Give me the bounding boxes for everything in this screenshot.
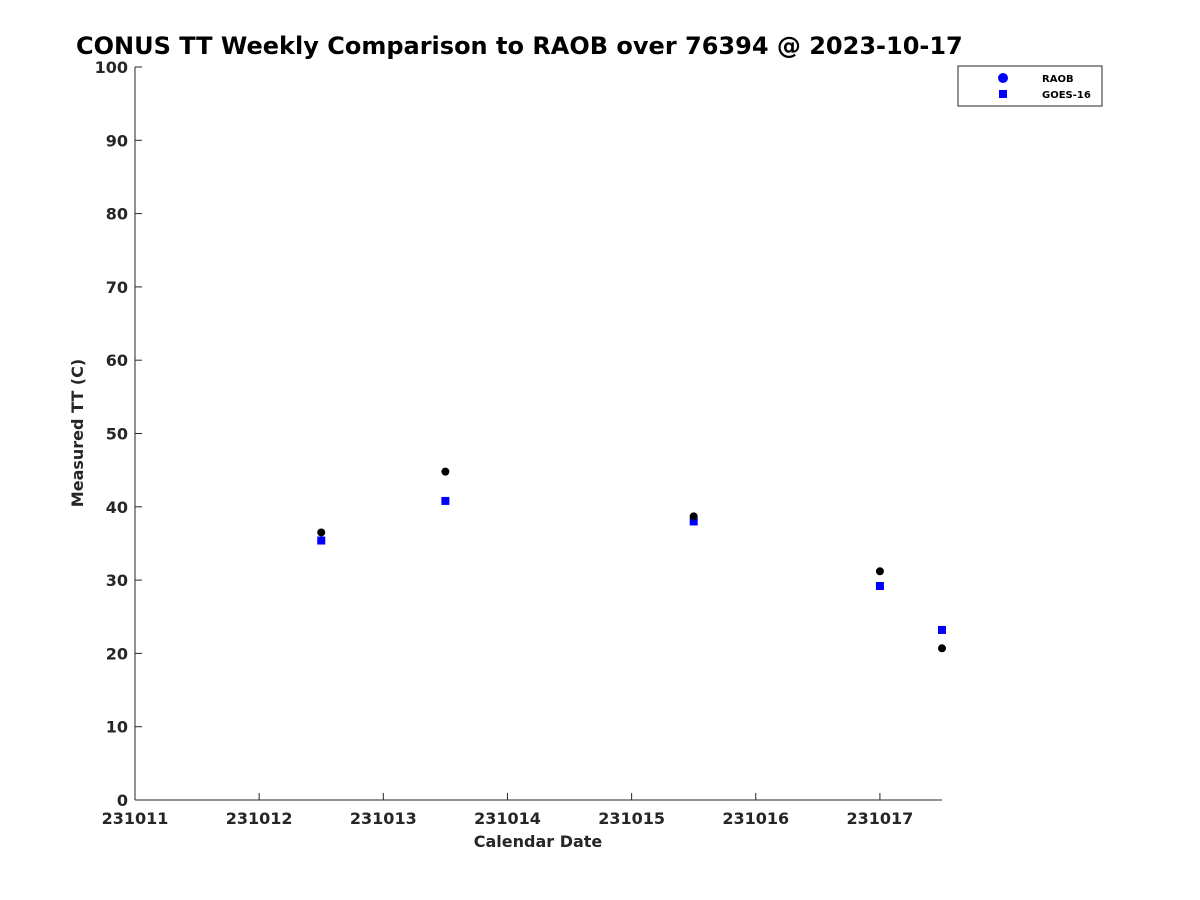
y-tick-label: 100: [95, 58, 128, 77]
legend-label: RAOB: [1042, 74, 1074, 85]
y-tick-label: 20: [106, 644, 128, 663]
x-ticks: 231011 231012 231013 231014 231015 231016 2310…: [102, 793, 914, 828]
chart-title: CONUS TT Weekly Comparison to RAOB over …: [76, 32, 963, 60]
x-tick-label: 231017: [847, 809, 914, 828]
legend-label: GOES-16: [1042, 90, 1091, 101]
goes16-point: [875, 581, 884, 590]
raob-point: [938, 644, 946, 653]
x-tick-label: 231012: [226, 809, 293, 828]
y-tick-label: 50: [106, 425, 128, 444]
raob-point: [317, 528, 326, 537]
x-tick-label: 231014: [474, 809, 541, 828]
x-tick-label: 231011: [102, 809, 169, 828]
y-tick-label: 60: [106, 351, 128, 370]
raob-point: [689, 512, 698, 521]
x-tick-label: 231016: [722, 809, 789, 828]
goes16-point: [938, 625, 946, 634]
y-tick-label: 90: [106, 131, 128, 150]
goes16-point: [689, 517, 698, 526]
y-ticks: 0 10 20 30 40 50 60 70 80 90 100: [95, 58, 142, 810]
legend-goes16-marker: [999, 90, 1007, 98]
x-tick-label: 231015: [598, 809, 665, 828]
goes16-point: [317, 536, 326, 545]
data-points: [317, 467, 946, 653]
y-tick-label: 0: [117, 791, 128, 810]
y-axis-label: Measured TT (C): [68, 359, 87, 507]
x-axis-label: Calendar Date: [474, 832, 603, 851]
y-tick-label: 40: [106, 498, 128, 517]
legend-raob-marker: [998, 73, 1008, 83]
legend: RAOB GOES-16: [957, 65, 1103, 107]
y-tick-label: 30: [106, 571, 128, 590]
y-tick-label: 70: [106, 278, 128, 297]
legend-box: [957, 65, 1103, 107]
raob-point: [441, 467, 450, 476]
axes: [134, 67, 942, 801]
y-tick-label: 80: [106, 205, 128, 224]
raob-point: [875, 567, 884, 576]
x-tick-label: 231013: [350, 809, 417, 828]
y-tick-label: 10: [106, 718, 128, 737]
goes16-point: [441, 496, 450, 505]
